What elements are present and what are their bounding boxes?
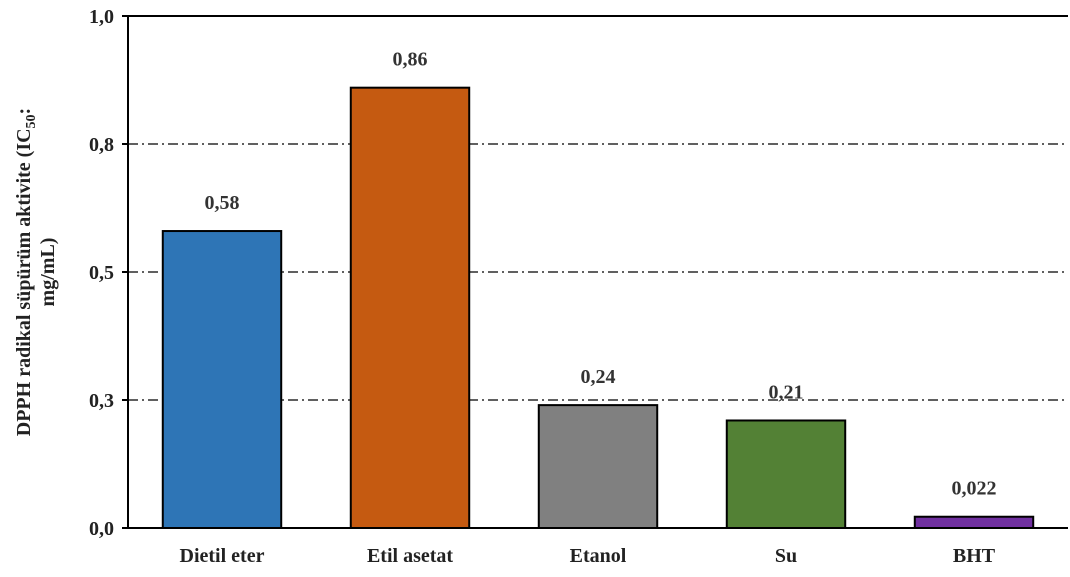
y-axis-title: DPPH radikal süpürüm aktivite (IC50: mg/… bbox=[13, 108, 59, 436]
bars bbox=[161, 86, 1035, 530]
bar-bht bbox=[913, 515, 1035, 530]
data-label: 0,21 bbox=[769, 381, 804, 403]
y-tick-label: 0,3 bbox=[89, 390, 114, 412]
gridlines bbox=[122, 15, 1068, 529]
y-tick-label: 0,0 bbox=[89, 518, 114, 540]
y-tick-label: 0,8 bbox=[89, 134, 114, 156]
bar-su bbox=[725, 419, 847, 530]
y-axis-title-line1: DPPH radikal süpürüm aktivite (IC50: bbox=[13, 108, 39, 436]
data-label: 0,24 bbox=[581, 366, 616, 388]
category-label: Dietil eter bbox=[180, 545, 265, 567]
data-label: 0,58 bbox=[205, 192, 240, 214]
x-category-labels: Dietil eter Etil asetat Etanol Su BHT bbox=[180, 545, 996, 567]
bar-etil-asetat bbox=[349, 86, 471, 530]
bar-etanol bbox=[537, 404, 659, 529]
bar-dietil-eter bbox=[161, 230, 283, 529]
category-label: Su bbox=[775, 545, 797, 567]
y-axis-title-line2: mg/mL) bbox=[37, 238, 59, 307]
y-tick-labels: 0,0 0,3 0,5 0,8 1,0 bbox=[89, 6, 114, 540]
data-label: 0,86 bbox=[393, 49, 428, 71]
data-labels: 0,58 0,86 0,24 0,21 0,022 bbox=[205, 49, 997, 500]
y-tick-label: 1,0 bbox=[89, 6, 114, 28]
data-label: 0,022 bbox=[952, 478, 997, 500]
category-label: BHT bbox=[953, 545, 996, 567]
category-label: Etanol bbox=[570, 545, 627, 567]
category-label: Etil asetat bbox=[367, 545, 453, 567]
y-tick-label: 0,5 bbox=[89, 262, 114, 284]
axes bbox=[127, 15, 1068, 529]
